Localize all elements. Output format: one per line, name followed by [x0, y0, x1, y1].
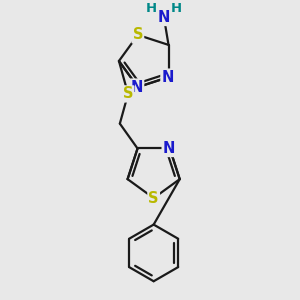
Text: N: N — [131, 80, 143, 94]
Text: N: N — [163, 141, 175, 156]
Text: S: S — [123, 86, 133, 101]
Text: S: S — [148, 190, 159, 206]
Text: H: H — [146, 2, 157, 15]
Text: N: N — [158, 10, 170, 25]
Text: N: N — [161, 70, 174, 85]
Text: S: S — [133, 27, 143, 42]
Text: H: H — [171, 2, 182, 15]
